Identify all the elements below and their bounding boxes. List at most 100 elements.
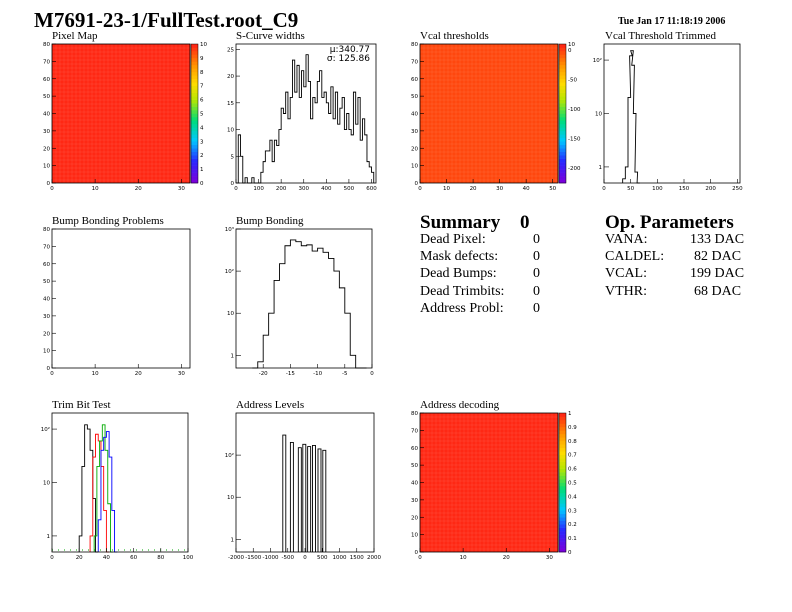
s-curve-xtick-label-1: 100: [253, 186, 264, 192]
vcal-thresholds-palette-step: [559, 103, 566, 107]
bump-problems-title: Bump Bonding Problems: [52, 215, 164, 227]
vcal-thresholds-ztick-label-5: -200: [568, 166, 581, 172]
pixel-map-cells: [52, 44, 190, 183]
address-decoding-ztick-label-2: 0.2: [568, 522, 577, 528]
address-decoding-palette-step: [559, 506, 566, 511]
bump-problems-xtick-label-3: 30: [178, 371, 185, 377]
address-decoding-xtick-label-1: 10: [460, 555, 467, 561]
address-decoding-ztick-label-6: 0.6: [568, 467, 577, 473]
bump-bonding-xtick-label-4: 0: [370, 371, 374, 377]
summary-value-dead-pixel: 0: [533, 232, 540, 247]
bump-bonding-series-line: [252, 239, 367, 369]
vcal-trimmed-title: Vcal Threshold Trimmed: [605, 30, 717, 42]
pixel-map-palette-step: [191, 155, 198, 159]
pixel-map-ztick-label-6: 6: [200, 98, 204, 104]
address-decoding-palette-step: [559, 458, 566, 462]
vcal-thresholds-palette-step: [559, 151, 566, 156]
summary-label-dead-bumps: Dead Bumps:: [420, 266, 497, 281]
address-decoding-palette-step: [559, 545, 566, 549]
address-decoding-title: Address decoding: [420, 399, 500, 411]
s-curve-xtick-label-5: 500: [344, 186, 355, 192]
address-levels-peak-1: [289, 441, 294, 552]
summary-total: 0: [520, 212, 530, 233]
address-decoding-palette-step: [559, 461, 566, 466]
address-levels-title: Address Levels: [236, 399, 305, 411]
vcal-thresholds-xtick-label-2: 20: [470, 186, 477, 192]
op-value-caldel: 82 DAC: [694, 249, 742, 264]
timestamp: Tue Jan 17 11:18:19 2006: [618, 16, 726, 27]
address-decoding-palette-step: [559, 499, 566, 504]
address-decoding-palette-step: [559, 524, 566, 528]
vcal-thresholds-title: Vcal thresholds: [420, 30, 489, 42]
address-decoding-palette-step: [559, 489, 566, 494]
pixel-map-ztick-label-10: 10: [200, 42, 207, 48]
trim-bit-series-2: [93, 424, 114, 553]
pixel-map-palette-step: [191, 151, 198, 156]
s-curve-stat-1: σ: 125.86: [327, 54, 370, 64]
vcal-thresholds-palette-step: [559, 71, 566, 76]
pixel-map-palette-step: [191, 106, 198, 111]
vcal-thresholds-palette-step: [559, 78, 566, 83]
summary-label-mask-defects: Mask defects:: [420, 249, 499, 264]
vcal-thresholds-palette-step: [559, 75, 566, 80]
pixel-map-palette-step: [191, 158, 198, 163]
vcal-thresholds-palette-step: [559, 44, 566, 48]
vcal-trimmed-xtick-label-1: 50: [627, 186, 634, 192]
address-levels-peak-3: [302, 443, 307, 552]
vcal-thresholds-xtick-label-0: 0: [418, 186, 422, 192]
vcal-thresholds-palette-step: [559, 148, 566, 153]
vcal-thresholds-palette-step: [559, 158, 566, 163]
bump-bonding-ytick-label-3: 10³: [225, 226, 234, 233]
vcal-thresholds-palette-step: [559, 127, 566, 132]
op-label-vana: VANA:: [605, 232, 648, 247]
vcal-thresholds-palette-step: [559, 47, 566, 52]
s-curve-ytick-label-4: 20: [227, 74, 234, 80]
vcal-thresholds-palette-step: [559, 165, 566, 170]
vcal-thresholds-ytick-label-2: 20: [411, 146, 418, 152]
bump-problems-ytick-label-8: 80: [43, 227, 50, 233]
op-parameters-heading: Op. Parameters: [605, 212, 734, 233]
trim-bit-title: Trim Bit Test: [52, 399, 111, 411]
address-levels-ytick-label-2: 10²: [225, 452, 234, 459]
summary-label-dead-trimbits: Dead Trimbits:: [420, 284, 505, 299]
address-levels-xtick-label-6: 1000: [333, 555, 347, 561]
pixel-map-palette-step: [191, 141, 198, 146]
vcal-thresholds-palette-step: [559, 123, 566, 128]
vcal-thresholds-xtick-label-4: 40: [523, 186, 530, 192]
pixel-map-ytick-label-2: 20: [43, 146, 50, 152]
address-decoding-palette-step: [559, 451, 566, 455]
pixel-map-ytick-label-6: 60: [43, 77, 50, 83]
address-levels-peak-5: [312, 444, 316, 552]
pixel-map-ytick-label-7: 70: [43, 59, 50, 65]
address-levels-peak-7: [322, 449, 327, 552]
address-decoding-ztick-label-3: 0.3: [568, 508, 577, 514]
address-decoding-ytick-label-2: 20: [411, 515, 418, 521]
vcal-thresholds-cells: [420, 44, 558, 183]
address-decoding-palette-step: [559, 413, 566, 417]
address-decoding-ztick-label-5: 0.5: [568, 481, 577, 487]
pixel-map-ztick-label-1: 1: [200, 167, 204, 173]
pixel-map-palette-step: [191, 78, 198, 83]
vcal-thresholds-palette-step: [559, 137, 566, 142]
trim-bit-xtick-label-0: 0: [50, 555, 54, 561]
address-decoding-ztick-label-4: 0.4: [568, 494, 577, 500]
s-curve-ytick-label-0: 0: [231, 181, 235, 187]
bump-bonding-ytick-label-0: 1: [231, 353, 235, 359]
vcal-trimmed-ytick-label-2: 10²: [593, 57, 602, 64]
pixel-map-palette-step: [191, 120, 198, 125]
vcal-thresholds-palette-step: [559, 54, 566, 59]
vcal-thresholds-palette-step: [559, 106, 566, 111]
address-decoding-palette-step: [559, 485, 566, 490]
bump-problems-ytick-label-7: 70: [43, 244, 50, 250]
address-decoding-cells: [420, 413, 558, 552]
address-decoding-palette-step: [559, 423, 566, 428]
pixel-map-title: Pixel Map: [52, 30, 98, 42]
pixel-map-palette-frame: [190, 43, 199, 184]
vcal-trimmed-ytick-label-0: 1: [599, 165, 603, 171]
vcal-trimmed-ytick-label-1: 10: [595, 112, 602, 118]
op-value-vthr: 68 DAC: [694, 284, 742, 299]
address-decoding-ztick-label-1: 0.1: [568, 536, 577, 542]
vcal-thresholds-palette-step: [559, 176, 566, 180]
pixel-map-palette-step: [191, 162, 198, 166]
vcal-thresholds-palette-step: [559, 61, 566, 66]
